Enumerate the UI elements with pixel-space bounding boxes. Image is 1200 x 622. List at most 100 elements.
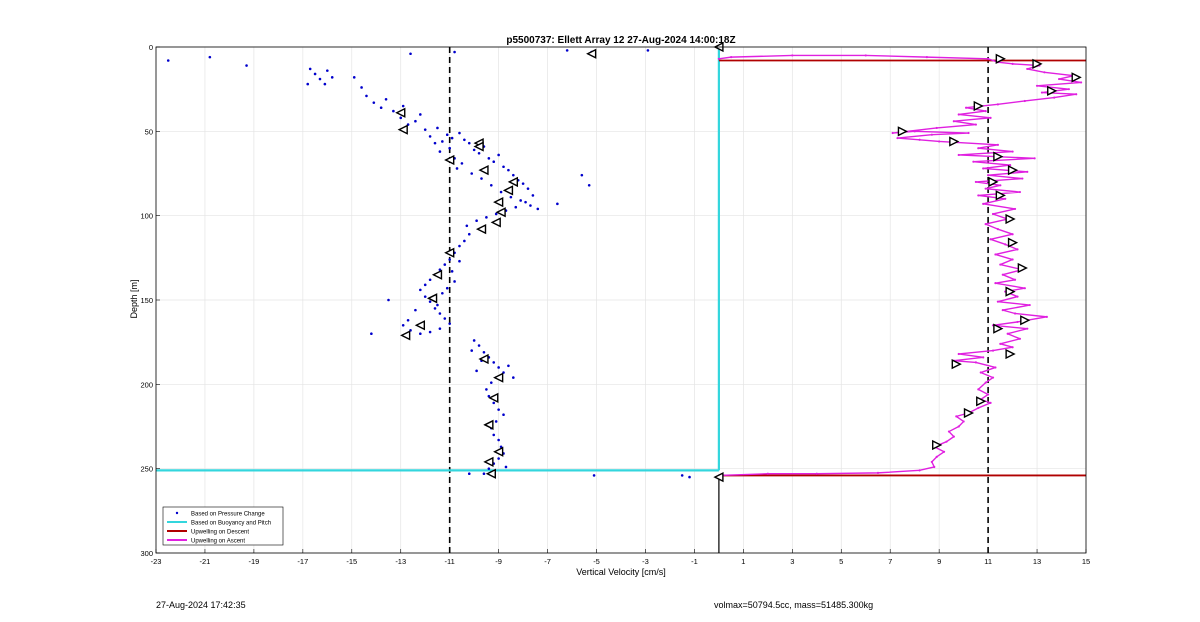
chart-legend: Based on Pressure Change Based on Buoyanc…: [162, 506, 284, 546]
ascent-marker: [973, 100, 984, 112]
ascent-point: [730, 56, 733, 59]
pressure-change-point: [428, 278, 432, 282]
x-tick-label: 15: [1082, 557, 1090, 566]
pressure-change-point: [463, 239, 466, 243]
ascent-point: [1021, 177, 1024, 180]
pressure-change-point: [487, 157, 491, 160]
ascent-point: [933, 465, 936, 469]
x-tick-label: 1: [741, 557, 745, 566]
descent-marker: [493, 446, 504, 457]
pressure-change-point: [448, 258, 451, 261]
x-tick-label: -7: [544, 557, 551, 566]
pressure-change-point: [470, 172, 474, 175]
pressure-change-point: [489, 381, 493, 384]
ascent-point: [815, 472, 818, 475]
pressure-change-point: [470, 349, 474, 352]
ascent-point: [1075, 93, 1078, 96]
descent-marker: [444, 247, 455, 258]
pressure-change-point: [507, 168, 510, 172]
pressure-change-point: [423, 283, 427, 287]
pressure-change-point: [313, 72, 317, 76]
ascent-point: [982, 356, 985, 359]
ascent-point: [947, 430, 951, 433]
upwelling-ascent-line: [718, 54, 1082, 477]
pressure-change-point: [419, 332, 422, 336]
y-tick-label: 200: [140, 380, 153, 389]
descent-marker: [400, 330, 411, 341]
ascent-point: [1011, 233, 1014, 236]
x-tick-label: -17: [297, 557, 308, 566]
pressure-change-point: [308, 67, 312, 71]
pressure-change-point: [482, 350, 486, 354]
ascent-point: [1057, 77, 1061, 81]
ascent-point: [984, 223, 987, 226]
pressure-change-point: [646, 49, 650, 52]
ascent-marker: [988, 176, 999, 188]
pressure-change-point: [460, 162, 464, 165]
legend-entry-label: Upwelling on Ascent: [191, 539, 245, 545]
descent-marker: [478, 164, 489, 176]
ascent-point: [1035, 84, 1039, 87]
pressure-change-point: [428, 300, 432, 303]
ascent-point: [1018, 337, 1022, 340]
pressure-change-point: [494, 420, 498, 423]
pressure-change-point: [441, 140, 444, 143]
ascent-point: [957, 352, 960, 356]
ascent-point: [1013, 278, 1017, 281]
ascent-point: [984, 109, 987, 113]
ascent-point: [930, 133, 933, 136]
pressure-change-point: [467, 232, 471, 236]
pressure-change-point: [445, 286, 449, 290]
ascent-marker: [995, 53, 1006, 64]
ascent-point: [1004, 197, 1007, 200]
x-tick-label: -9: [495, 557, 502, 566]
ascent-point: [996, 103, 999, 106]
x-tick-label: -11: [445, 557, 455, 566]
ascent-point: [1028, 303, 1031, 307]
ascent-point: [967, 131, 970, 135]
ascent-point: [1011, 258, 1014, 261]
descent-marker: [493, 197, 504, 208]
ascent-point: [979, 371, 982, 374]
pressure-change-point: [306, 82, 310, 86]
pressure-change-point: [245, 64, 248, 67]
pressure-change-point: [529, 204, 532, 207]
pressure-change-point: [455, 167, 459, 170]
ascent-point: [987, 57, 990, 60]
ascent-point: [942, 450, 946, 453]
pressure-change-point: [497, 366, 500, 369]
ascent-point: [994, 366, 997, 369]
ascent-marker: [1047, 85, 1058, 96]
ascent-point: [952, 435, 955, 438]
pressure-change-point: [166, 59, 170, 62]
x-tick-label: -3: [642, 557, 649, 566]
ascent-point: [1043, 71, 1046, 74]
ascent-marker: [976, 396, 987, 407]
pressure-change-point: [521, 182, 525, 185]
reference-lines: [448, 47, 989, 553]
pressure-change-point: [372, 101, 376, 104]
pressure-change-point: [531, 194, 535, 197]
x-tick-label: 7: [888, 557, 892, 566]
pressure-change-point: [414, 308, 417, 312]
ascent-point: [1009, 163, 1012, 167]
ascent-point: [876, 471, 880, 474]
pressure-change-point: [472, 339, 476, 342]
ascent-point: [974, 361, 977, 364]
pressure-change-point: [318, 77, 322, 81]
descent-marker: [473, 141, 484, 152]
pressure-change-point: [514, 205, 518, 209]
ascent-point: [918, 469, 921, 472]
pressure-change-point: [433, 141, 437, 145]
ascent-point: [791, 54, 794, 57]
grid-layer: [155, 46, 1087, 554]
pressure-change-point: [565, 49, 569, 52]
pressure-change-point: [384, 97, 388, 101]
descent-marker: [397, 124, 408, 135]
ascent-point: [1023, 287, 1026, 290]
pressure-change-point: [433, 307, 437, 310]
pressure-change-point: [480, 177, 483, 180]
pressure-change-point: [504, 465, 508, 469]
pressure-change-point: [485, 388, 488, 391]
ascent-point: [1067, 88, 1070, 91]
